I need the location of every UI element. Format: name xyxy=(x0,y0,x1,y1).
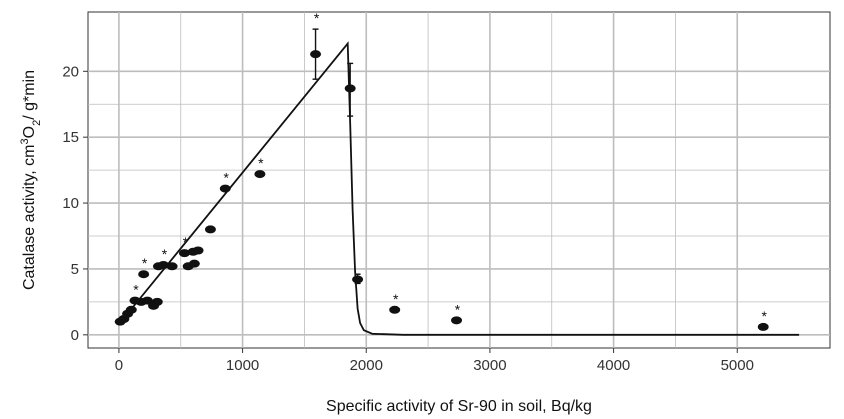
significance-star: * xyxy=(183,234,189,250)
data-point xyxy=(125,305,137,314)
x-tick-label: 2000 xyxy=(350,357,383,374)
x-tick-label: 0 xyxy=(115,357,123,374)
y-tick-label: 10 xyxy=(62,195,79,212)
x-tick-label: 5000 xyxy=(721,357,754,374)
data-point xyxy=(344,84,356,93)
y-axis-title-post: / g*min xyxy=(21,70,38,120)
data-point xyxy=(389,305,401,314)
y-axis-title: Catalase activity, cm3O2/ g*min xyxy=(19,70,43,290)
fit-curve-group xyxy=(118,41,800,336)
x-tick-label: 1000 xyxy=(226,357,259,374)
data-point xyxy=(757,322,769,331)
significance-star: * xyxy=(258,155,264,171)
significance-star: * xyxy=(142,255,148,271)
data-point xyxy=(451,316,463,325)
y-axis-title-sub: 2 xyxy=(31,120,43,126)
grid xyxy=(88,12,830,348)
significance-star: * xyxy=(393,291,399,307)
data-point xyxy=(310,50,322,59)
x-tick-label: 4000 xyxy=(597,357,630,374)
data-point xyxy=(138,270,150,279)
data-points xyxy=(114,50,769,331)
significance-star: * xyxy=(162,246,168,262)
y-tick-label: 15 xyxy=(62,129,79,146)
significance-star: * xyxy=(455,301,461,317)
data-point xyxy=(254,170,266,179)
y-axis-ticks: 0 5 10 15 20 xyxy=(62,63,88,344)
x-axis-title: Specific activity of Sr-90 in soil, Bq/k… xyxy=(326,398,592,415)
significance-star: * xyxy=(314,10,320,26)
plot-panel xyxy=(87,11,831,349)
y-axis-title-mid: O xyxy=(21,126,38,138)
y-axis-title-sup: 3 xyxy=(19,138,31,144)
y-axis-title-pre: Catalase activity, cm xyxy=(21,144,38,290)
significance-star: * xyxy=(224,170,230,186)
y-tick-label: 0 xyxy=(71,327,79,344)
data-point xyxy=(219,184,231,193)
significance-star: * xyxy=(133,282,139,298)
data-point xyxy=(178,249,190,258)
significance-star: * xyxy=(761,308,767,324)
data-point xyxy=(166,262,178,271)
data-point xyxy=(192,246,204,255)
data-point xyxy=(352,275,364,284)
data-point xyxy=(204,225,216,234)
data-point xyxy=(188,259,200,268)
fit-curve xyxy=(118,41,800,336)
data-point xyxy=(151,297,163,306)
x-tick-label: 3000 xyxy=(473,357,506,374)
data-point xyxy=(141,296,153,305)
y-tick-label: 20 xyxy=(62,63,79,80)
y-tick-label: 5 xyxy=(71,261,79,278)
x-axis-ticks: 0 1000 2000 3000 4000 5000 xyxy=(115,348,754,374)
data-point xyxy=(157,260,169,269)
significance-markers: ********* * xyxy=(133,10,767,324)
